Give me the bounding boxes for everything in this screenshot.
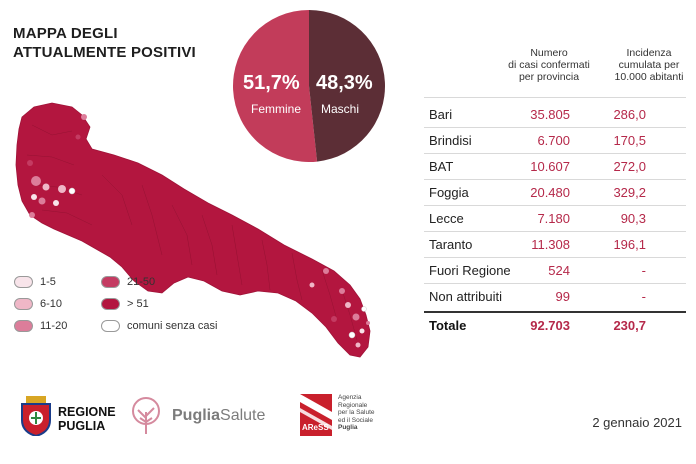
- puglia-salute-text-b: Salute: [220, 407, 266, 424]
- header-cases: Numero di casi confermati per provincia: [496, 47, 602, 83]
- header-cases-line-3: per provincia: [518, 71, 580, 83]
- province-incidence: 272,0: [613, 159, 646, 174]
- table-row: Lecce 7.180 90,3: [424, 206, 686, 232]
- province-name: Fuori Regione: [429, 263, 511, 278]
- puglia-choropleth-map: [12, 95, 402, 370]
- province-incidence: -: [641, 263, 646, 278]
- province-cases: 20.480: [530, 185, 570, 200]
- aress-line-4: ed il Sociale: [338, 416, 374, 424]
- header-incidence-line-2: cumulata per: [618, 59, 680, 71]
- table-row: Non attribuiti 99 -: [424, 284, 686, 310]
- table-row: Fuori Regione 524 -: [424, 258, 686, 284]
- table-top-rule: [424, 97, 686, 98]
- title-line-1: MAPPA DEGLI: [13, 25, 118, 42]
- legend-swatch: [101, 320, 120, 332]
- total-label: Totale: [429, 318, 467, 333]
- table-total-row: Totale 92.703 230,7: [424, 311, 686, 339]
- puglia-map-svg: [15, 102, 371, 358]
- aress-line-2: Regionale: [338, 401, 368, 409]
- pie-slice-female: [233, 10, 318, 162]
- province-name: Taranto: [429, 237, 473, 252]
- regione-puglia-logo: REGIONE PUGLIA: [20, 396, 120, 440]
- aress-line-1: Agenzia: [338, 394, 362, 401]
- legend-swatch: [14, 276, 33, 288]
- header-incidence-line-1: Incidenza: [626, 47, 672, 59]
- aress-logo: AReSS Agenzia Regionale per la Salute ed…: [300, 394, 410, 438]
- pie-slice-male: [309, 10, 386, 162]
- puglia-salute-logo: PugliaSalute: [126, 396, 276, 436]
- legend-label: 21-50: [127, 276, 156, 288]
- province-incidence: -: [641, 289, 646, 304]
- province-cases: 11.308: [531, 237, 570, 252]
- regione-crest-icon: [21, 396, 51, 436]
- municipality-patches: [27, 114, 370, 348]
- puglia-salute-text-a: Puglia: [172, 407, 221, 424]
- table-row: Brindisi 6.700 170,5: [424, 128, 686, 154]
- gender-pie-svg: [233, 10, 386, 162]
- legend-item-1-5: 1-5: [14, 276, 56, 288]
- legend-swatch: [101, 276, 120, 288]
- total-cases: 92.703: [530, 318, 570, 333]
- legend-item-21-50: 21-50: [101, 276, 155, 288]
- province-name: Non attribuiti: [429, 289, 502, 304]
- province-cases: 35.805: [530, 107, 570, 122]
- province-incidence: 329,2: [613, 185, 646, 200]
- municipality-boundaries: [26, 124, 358, 341]
- table-row: BAT 10.607 272,0: [424, 154, 686, 180]
- province-incidence: 90,3: [620, 211, 646, 226]
- aress-mark-icon: [300, 394, 332, 436]
- total-incidence: 230,7: [613, 318, 646, 333]
- male-percentage: 48,3%: [316, 72, 373, 94]
- tree-icon: [132, 397, 160, 434]
- province-cases: 99: [555, 289, 570, 304]
- aress-line-5: Puglia: [338, 424, 358, 432]
- male-label: Maschi: [321, 102, 360, 116]
- female-percentage: 51,7%: [243, 72, 300, 94]
- legend-swatch: [101, 298, 120, 310]
- header-cases-line-2: di casi confermati: [508, 59, 590, 71]
- legend-label: 1-5: [40, 276, 56, 288]
- title-line-2: ATTUALMENTE POSITIVI: [13, 44, 196, 61]
- puglia-region-shape: [15, 102, 371, 358]
- table-row: Bari 35.805 286,0: [424, 102, 686, 128]
- province-incidence: 170,5: [613, 133, 646, 148]
- header-cases-line-1: Numero: [530, 47, 568, 59]
- province-name: BAT: [429, 159, 454, 174]
- legend-swatch: [14, 320, 33, 332]
- province-name: Bari: [429, 107, 453, 122]
- regione-line-2: PUGLIA: [58, 419, 106, 433]
- legend-item-no-cases: comuni senza casi: [101, 320, 218, 332]
- legend-label: 6-10: [40, 298, 63, 310]
- aress-line-3: per la Salute: [338, 409, 375, 417]
- header-incidence: Incidenza cumulata per 10.000 abitanti: [606, 47, 692, 83]
- legend-item-11-20: 11-20: [14, 320, 67, 332]
- province-name: Foggia: [429, 185, 469, 200]
- page-title: MAPPA DEGLI ATTUALMENTE POSITIVI: [13, 24, 196, 62]
- female-label: Femmine: [251, 102, 302, 116]
- province-cases: 7.180: [537, 211, 570, 226]
- gender-pie-chart: 51,7% Femmine 48,3% Maschi: [233, 10, 386, 162]
- aress-name: AReSS: [302, 423, 329, 432]
- legend-label: > 51: [127, 298, 149, 310]
- province-cases: 524: [548, 263, 570, 278]
- legend-item-6-10: 6-10: [14, 298, 62, 310]
- province-cases: 6.700: [537, 133, 570, 148]
- legend-swatch: [14, 298, 33, 310]
- table-row: Taranto 11.308 196,1: [424, 232, 686, 258]
- province-name: Brindisi: [429, 133, 472, 148]
- legend-label: comuni senza casi: [127, 320, 218, 332]
- regione-line-1: REGIONE: [58, 405, 116, 419]
- table-row: Foggia 20.480 329,2: [424, 180, 686, 206]
- province-cases: 10.607: [530, 159, 570, 174]
- province-incidence: 286,0: [613, 107, 646, 122]
- legend-item-over-51: > 51: [101, 298, 149, 310]
- header-incidence-line-3: 10.000 abitanti: [614, 71, 684, 83]
- report-date: 2 gennaio 2021: [592, 415, 682, 430]
- province-incidence: 196,1: [613, 237, 646, 252]
- province-name: Lecce: [429, 211, 464, 226]
- legend-label: 11-20: [40, 320, 68, 332]
